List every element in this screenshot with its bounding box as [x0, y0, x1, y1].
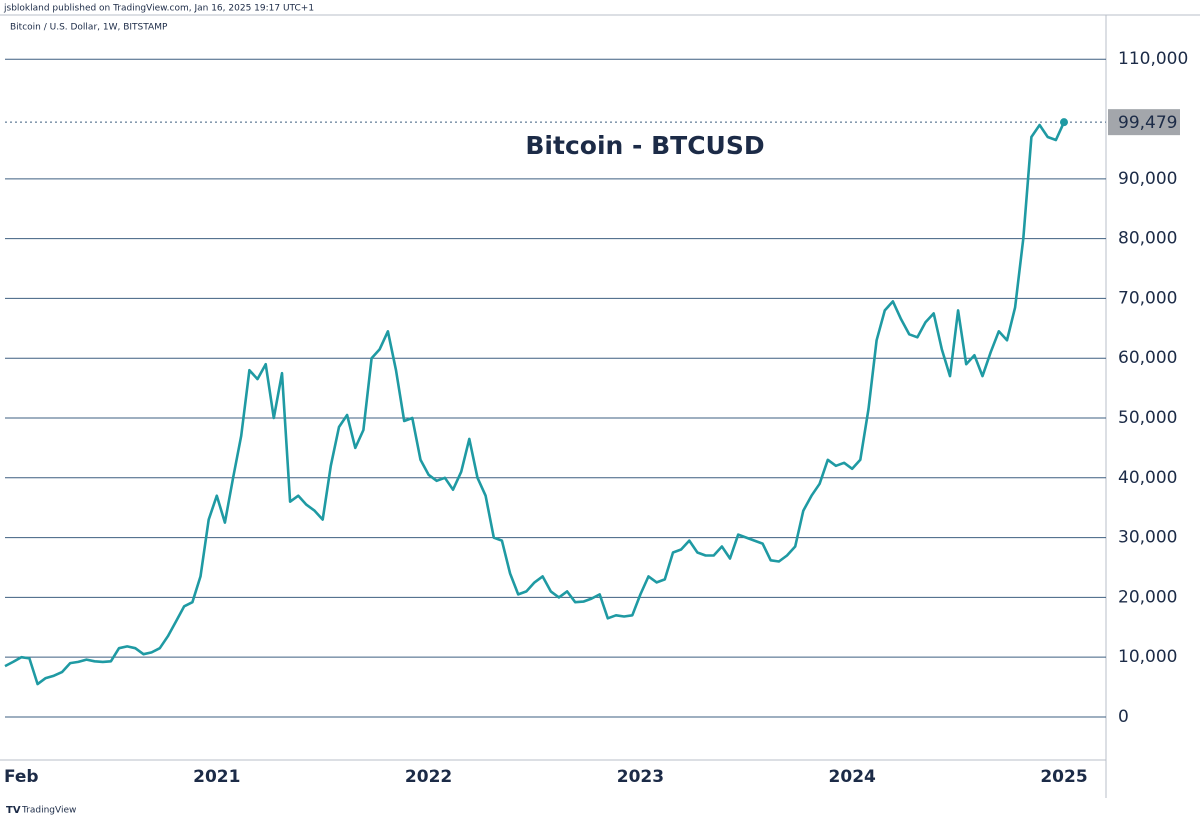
publisher: jsblokland published on TradingView.com,…: [3, 4, 314, 14]
x-tick-label: 2025: [1040, 767, 1087, 787]
svg-text:TV: TV: [6, 805, 21, 816]
brand-logo: TV: [6, 805, 21, 816]
y-tick-label: 30,000: [1118, 528, 1177, 548]
y-tick-label: 40,000: [1118, 468, 1177, 488]
chart-title: Bitcoin - BTCUSD: [525, 131, 764, 160]
x-tick-label: 2023: [617, 767, 664, 787]
symbol-info: Bitcoin / U.S. Dollar, 1W, BITSTAMP: [10, 23, 168, 33]
x-tick-label: Feb: [4, 767, 39, 787]
y-tick-label: 10,000: [1118, 647, 1177, 667]
last-price-label: 99,479: [1118, 113, 1177, 133]
y-tick-label: 60,000: [1118, 348, 1177, 368]
y-tick-label: 20,000: [1118, 587, 1177, 607]
y-tick-label: 90,000: [1118, 169, 1177, 189]
y-tick-label: 110,000: [1118, 49, 1188, 69]
y-tick-label: 80,000: [1118, 229, 1177, 249]
last-price-dot: [1060, 118, 1068, 127]
y-tick-label: 50,000: [1118, 408, 1177, 428]
x-tick-label: 2022: [405, 767, 452, 787]
price-line: [4, 121, 1066, 686]
last-price-tag: [1108, 109, 1180, 136]
brand: TradingView: [21, 806, 76, 816]
y-tick-label: 70,000: [1118, 288, 1177, 308]
y-tick-label: 0: [1118, 707, 1129, 727]
x-tick-label: 2024: [829, 767, 876, 787]
x-tick-label: 2021: [193, 767, 240, 787]
